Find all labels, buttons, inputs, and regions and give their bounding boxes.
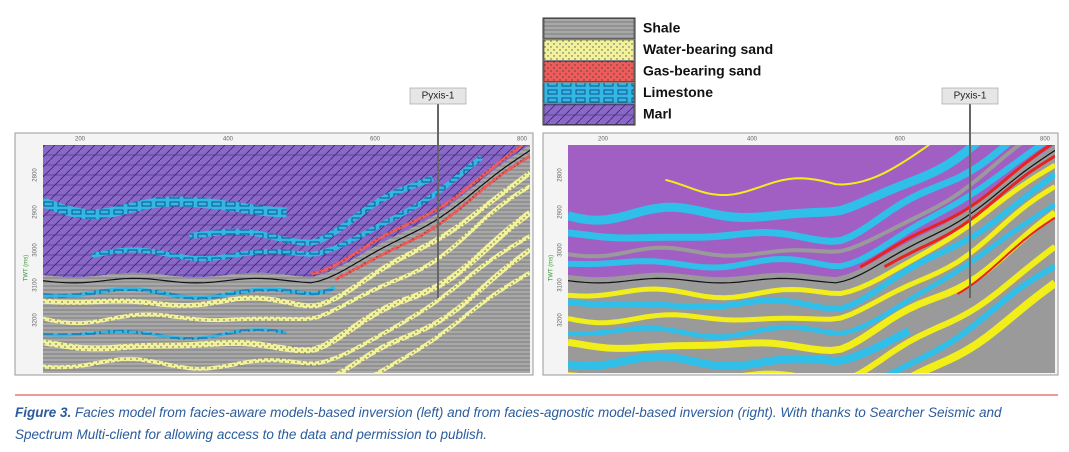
- y-tick-label: 3200: [558, 313, 564, 327]
- well-label: Pyxis-1: [422, 91, 455, 102]
- legend-label: Shale: [643, 20, 681, 36]
- well-label-box: [941, 87, 999, 105]
- legend-swatch: [543, 60, 635, 82]
- x-tick-label: 400: [223, 137, 234, 143]
- caption-label: Figure 3.: [15, 405, 72, 420]
- facies-band: [568, 145, 1047, 271]
- y-axis-label: TWT (ms): [24, 255, 30, 282]
- x-tick-label: 400: [747, 137, 758, 143]
- facies-band: [665, 145, 931, 196]
- facies-band: [568, 162, 1055, 301]
- facies-band: [568, 202, 1055, 340]
- facies-band: [43, 328, 287, 340]
- legend-label: Limestone: [643, 84, 713, 100]
- facies-band: [910, 279, 1055, 373]
- x-tick-label: 600: [895, 137, 906, 143]
- y-tick-label: 2900: [33, 205, 39, 219]
- well-label-box: [409, 87, 467, 105]
- facies-band: [43, 234, 530, 371]
- facies-band: [568, 184, 1055, 326]
- facies-band: [373, 270, 530, 373]
- figure: Shale Water-bearing sand Gas-bearing sand L…: [14, 17, 1059, 396]
- facies-band: [43, 196, 287, 220]
- y-tick-label: 3100: [558, 278, 564, 292]
- x-tick-label: 200: [598, 137, 609, 143]
- facies-band: [43, 170, 530, 309]
- facies-band: [568, 327, 911, 371]
- horizon-line: [568, 149, 1055, 284]
- facies-band: [335, 247, 530, 373]
- legend-label: Gas-bearing sand: [643, 63, 761, 79]
- well-label: Pyxis-1: [954, 91, 987, 102]
- legend-swatch: [543, 103, 635, 125]
- facies-band: [43, 285, 336, 300]
- facies-band: [568, 209, 1055, 355]
- legend-label: Water-bearing sand: [643, 41, 773, 57]
- facies-band: [568, 171, 1055, 312]
- facies-band: [859, 145, 1053, 269]
- facies-band: [568, 145, 981, 225]
- legend-swatch: [543, 82, 635, 104]
- y-tick-label: 3100: [33, 278, 39, 292]
- y-tick-label: 2800: [33, 168, 39, 182]
- facies-band: [568, 244, 1055, 373]
- legend-swatch: [543, 18, 635, 40]
- facies-band: [91, 155, 483, 262]
- facies-band: [568, 145, 1012, 245]
- seismic-section: [568, 145, 1055, 373]
- x-tick-label: 600: [370, 137, 381, 143]
- y-tick-label: 3000: [33, 243, 39, 257]
- y-axis-label: TWT (ms): [549, 255, 555, 282]
- x-tick-label: 800: [1040, 137, 1051, 143]
- facies-band: [957, 216, 1055, 295]
- facies-band: [43, 210, 530, 354]
- facies-band: [43, 184, 530, 326]
- facies-band: [310, 145, 526, 276]
- x-tick-label: 200: [75, 137, 86, 143]
- x-tick-label: 800: [517, 137, 528, 143]
- y-tick-label: 2800: [558, 168, 564, 182]
- y-tick-label: 3200: [33, 313, 39, 327]
- horizon-line: [43, 149, 530, 284]
- seismic-section: [43, 145, 530, 373]
- legend-label: Marl: [643, 105, 672, 121]
- caption: Figure 3. Facies model from facies-aware…: [15, 402, 1060, 446]
- caption-text: Facies model from facies-aware models-ba…: [15, 405, 1002, 442]
- facies-band: [188, 175, 434, 246]
- facies-band: [568, 145, 1023, 259]
- legend-frame: [542, 17, 636, 126]
- y-tick-label: 3000: [558, 243, 564, 257]
- facies-band: [885, 263, 1055, 373]
- facies-band: [334, 154, 530, 281]
- legend-swatch: [543, 39, 635, 61]
- y-tick-label: 2900: [558, 205, 564, 219]
